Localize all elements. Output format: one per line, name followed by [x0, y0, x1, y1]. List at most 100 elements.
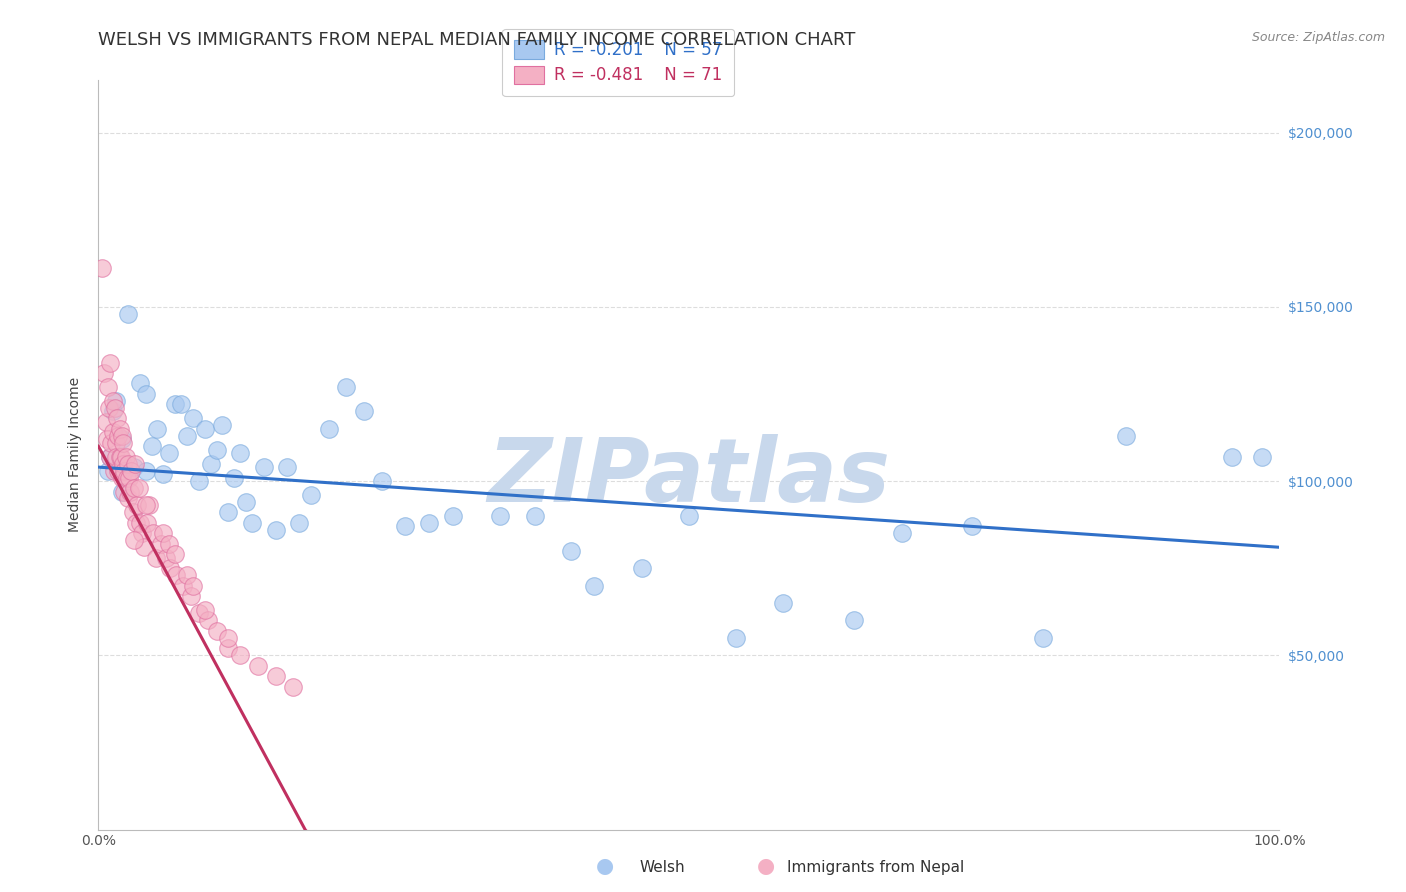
Point: [134, 541, 156, 555]
Point: [187, 474, 209, 488]
Point: [725, 631, 748, 645]
Point: [145, 550, 167, 565]
Point: [200, 457, 222, 471]
Point: [104, 401, 127, 415]
Point: [141, 439, 163, 453]
Point: [962, 519, 984, 533]
Point: [299, 488, 322, 502]
Point: [1250, 450, 1272, 464]
Point: [441, 508, 464, 523]
Point: [224, 470, 246, 484]
Point: [157, 537, 180, 551]
Point: [105, 411, 128, 425]
Point: [98, 355, 121, 369]
Point: [135, 464, 157, 478]
Point: [394, 519, 416, 533]
Point: [152, 467, 174, 481]
Point: [353, 404, 375, 418]
Point: [630, 561, 652, 575]
Point: [135, 516, 157, 530]
Point: [101, 404, 124, 418]
Point: [165, 547, 187, 561]
Point: [105, 450, 128, 464]
Point: [1032, 631, 1054, 645]
Text: Immigrants from Nepal: Immigrants from Nepal: [787, 861, 965, 875]
Point: [124, 457, 146, 471]
Point: [418, 516, 440, 530]
Point: [181, 411, 204, 425]
Point: [122, 533, 145, 548]
Point: [127, 499, 149, 513]
Point: [335, 380, 357, 394]
Point: [772, 596, 794, 610]
Point: [194, 422, 217, 436]
Point: [176, 429, 198, 443]
Point: [159, 561, 181, 575]
Point: [105, 393, 128, 408]
Point: [229, 648, 252, 663]
Point: [217, 631, 239, 645]
Point: [112, 457, 135, 471]
Point: [107, 429, 129, 443]
Point: [844, 614, 866, 628]
Point: [112, 435, 135, 450]
Point: [118, 470, 141, 484]
Point: [98, 450, 121, 464]
Point: [108, 422, 131, 436]
Point: [155, 550, 177, 565]
Text: Source: ZipAtlas.com: Source: ZipAtlas.com: [1251, 31, 1385, 45]
Point: [172, 579, 194, 593]
Point: [111, 429, 134, 443]
Point: [187, 607, 209, 621]
Text: ●: ●: [596, 856, 613, 876]
Point: [122, 460, 145, 475]
Point: [125, 516, 148, 530]
Point: [114, 450, 136, 464]
Point: [180, 589, 202, 603]
Point: [128, 481, 150, 495]
Point: [176, 568, 198, 582]
Point: [108, 450, 131, 464]
Point: [318, 422, 340, 436]
Point: [194, 603, 217, 617]
Point: [128, 376, 150, 391]
Point: [111, 470, 134, 484]
Point: [112, 464, 135, 478]
Point: [111, 432, 134, 446]
Point: [211, 418, 233, 433]
Point: [107, 464, 129, 478]
Point: [98, 450, 121, 464]
Point: [1220, 450, 1243, 464]
Point: [128, 516, 150, 530]
Point: [110, 464, 132, 478]
Point: [96, 432, 118, 446]
Point: [117, 307, 139, 321]
Point: [91, 261, 114, 276]
Point: [217, 505, 239, 519]
Legend: R = -0.201    N = 57, R = -0.481    N = 71: R = -0.201 N = 57, R = -0.481 N = 71: [502, 29, 734, 96]
Point: [121, 505, 143, 519]
Point: [524, 508, 547, 523]
Point: [235, 495, 257, 509]
Point: [121, 464, 143, 478]
Point: [276, 460, 298, 475]
Point: [205, 624, 228, 638]
Point: [152, 526, 174, 541]
Point: [264, 669, 287, 683]
Point: [678, 508, 700, 523]
Point: [110, 450, 132, 464]
Point: [371, 474, 394, 488]
Text: ZIPatlas: ZIPatlas: [488, 434, 890, 521]
Point: [115, 470, 138, 484]
Point: [288, 516, 311, 530]
Point: [157, 446, 180, 460]
Point: [135, 499, 157, 513]
Point: [489, 508, 512, 523]
Point: [253, 460, 276, 475]
Point: [142, 526, 165, 541]
Point: [117, 491, 139, 506]
Text: Welsh: Welsh: [640, 861, 685, 875]
Point: [103, 464, 125, 478]
Point: [138, 499, 160, 513]
Point: [112, 484, 135, 499]
